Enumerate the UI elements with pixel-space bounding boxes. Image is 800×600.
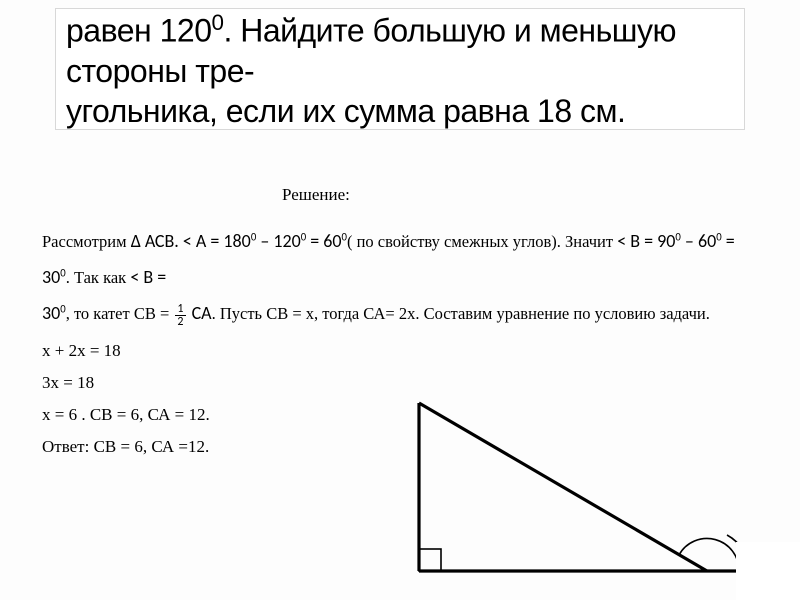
b-eq2: В = bbox=[139, 266, 166, 288]
eq1: х + 2х = 18 bbox=[42, 341, 760, 361]
problem-statement-box: равен 1200. Найдите большую и меньшую ст… bbox=[55, 8, 745, 130]
dot1: . bbox=[174, 230, 183, 252]
eq60: = 60 bbox=[306, 230, 341, 252]
txt-rassmotrim: Рассмотрим bbox=[42, 232, 131, 251]
solution-title: Решение: bbox=[282, 185, 760, 205]
eq2: 3х = 18 bbox=[42, 373, 760, 393]
angle1: ˂ bbox=[183, 230, 192, 252]
pust: . Пусть СВ = х, тогда СА= 2х. Составим у… bbox=[212, 304, 710, 323]
triangle-figure bbox=[385, 395, 765, 590]
angle2: ˂ bbox=[617, 230, 626, 252]
txt-acb: АСВ bbox=[141, 230, 174, 252]
degree-symbol: 0 bbox=[211, 10, 223, 35]
angle3: ˂ bbox=[130, 266, 139, 288]
a-eq: А = 180 bbox=[192, 230, 251, 252]
problem-line1a: равен 120 bbox=[66, 13, 211, 49]
frac-den: 2 bbox=[175, 316, 185, 328]
problem-line2: угольника, если их сумма равна 18 см. bbox=[66, 93, 625, 129]
m120: – 120 bbox=[256, 230, 300, 252]
b-eq: В = 90 bbox=[626, 230, 675, 252]
m60: – 60 bbox=[681, 230, 716, 252]
delta-symbol: Δ bbox=[131, 230, 141, 252]
corner-stub-notch bbox=[736, 542, 772, 574]
right-angle-marker bbox=[419, 549, 441, 571]
solution-body: Рассмотрим Δ АСВ. ˂ А = 1800 – 1200 = 60… bbox=[42, 223, 760, 331]
ca: СА bbox=[188, 302, 212, 324]
edge-ab bbox=[419, 403, 707, 571]
po-sv: ( по свойству смежных углов). Значит bbox=[347, 232, 617, 251]
fraction-half: 12 bbox=[175, 303, 185, 328]
thirty: 30 bbox=[42, 302, 60, 324]
tak-kak: . Так как bbox=[66, 268, 131, 287]
frac-num: 1 bbox=[175, 303, 185, 316]
exterior-arc-1 bbox=[679, 538, 739, 571]
to-katet: , то катет СВ = bbox=[66, 304, 174, 323]
